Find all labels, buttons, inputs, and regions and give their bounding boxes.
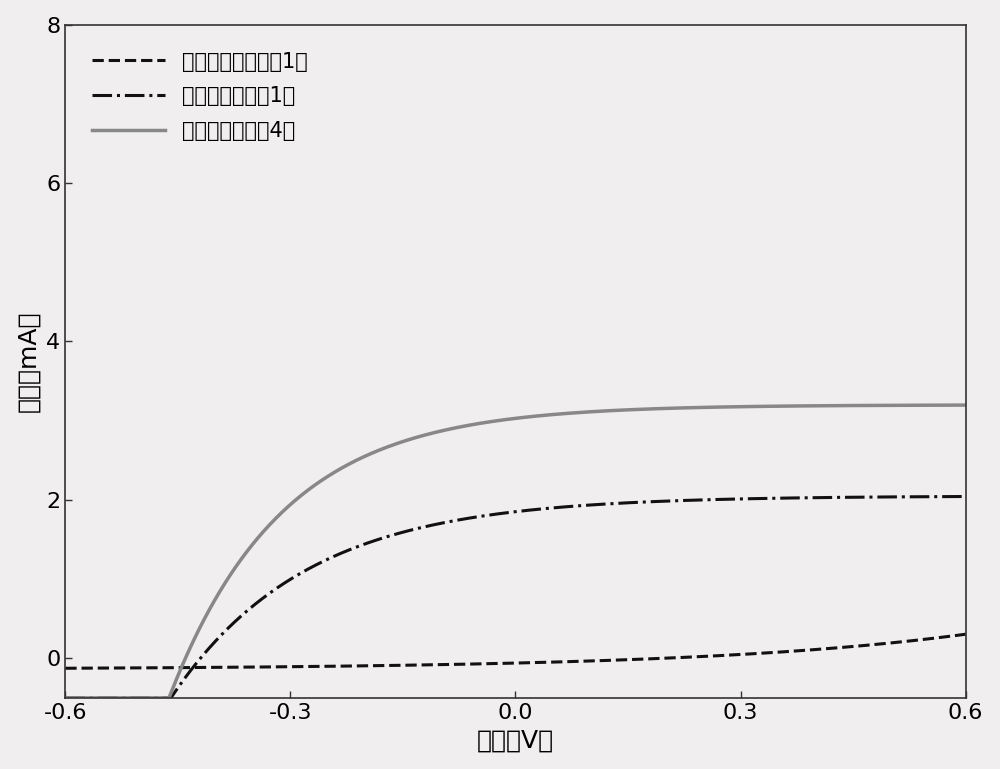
- 加光照（实施例4）: [456, 422, 468, 431]
- Line: 不加光照（实施例1）: 不加光照（实施例1）: [65, 634, 966, 668]
- 加光照（实施例1）: [456, 514, 468, 524]
- 不加光照（实施例1）: [456, 660, 468, 669]
- 加光照（实施例1）: [761, 494, 773, 503]
- 加光照（实施例1）: [678, 496, 690, 505]
- 不加光照（实施例1）: [778, 647, 790, 657]
- 加光照（实施例1）: [423, 521, 435, 531]
- 加光照（实施例4）: [423, 429, 435, 438]
- 加光照（实施例1）: [960, 492, 972, 501]
- 加光照（实施例4）: [678, 403, 690, 412]
- 不加光照（实施例1）: [960, 630, 972, 639]
- 加光照（实施例4）: [778, 401, 790, 411]
- 不加光照（实施例1）: [761, 648, 773, 657]
- Y-axis label: 电流（mA）: 电流（mA）: [17, 311, 41, 412]
- 加光照（实施例1）: [778, 494, 790, 503]
- 加光照（实施例4）: [151, 694, 163, 703]
- Legend: 不加光照（实施例1）, 加光照（实施例1）, 加光照（实施例4）: 不加光照（实施例1）, 加光照（实施例1）, 加光照（实施例4）: [76, 35, 324, 158]
- 不加光照（实施例1）: [59, 664, 71, 673]
- 加光照（实施例4）: [59, 694, 71, 703]
- 不加光照（实施例1）: [678, 653, 690, 662]
- 加光照（实施例1）: [151, 694, 163, 703]
- Line: 加光照（实施例1）: 加光照（实施例1）: [65, 497, 966, 698]
- X-axis label: 电势（V）: 电势（V）: [477, 728, 554, 752]
- 加光照（实施例4）: [960, 401, 972, 410]
- Line: 加光照（实施例4）: 加光照（实施例4）: [65, 405, 966, 698]
- 不加光照（实施例1）: [151, 663, 163, 672]
- 不加光照（实施例1）: [423, 661, 435, 670]
- 加光照（实施例4）: [761, 401, 773, 411]
- 加光照（实施例1）: [59, 694, 71, 703]
